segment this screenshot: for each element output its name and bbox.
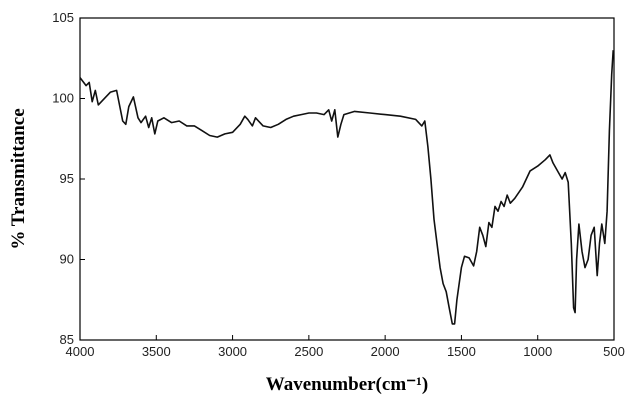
x-tick-label: 2000 bbox=[371, 344, 400, 359]
y-tick-label: 85 bbox=[60, 332, 74, 347]
x-axis-title: Wavenumber(cm⁻¹) bbox=[266, 374, 428, 395]
x-tick-label: 1500 bbox=[447, 344, 476, 359]
spectrum-line bbox=[79, 50, 614, 325]
x-tick-label: 3500 bbox=[142, 344, 171, 359]
x-tick-label: 2500 bbox=[294, 344, 323, 359]
y-tick-label: 105 bbox=[52, 10, 74, 25]
y-tick-label: 100 bbox=[52, 91, 74, 106]
x-tick-label: 4000 bbox=[66, 344, 95, 359]
y-tick-label: 90 bbox=[60, 252, 74, 267]
x-tick-label: 1000 bbox=[523, 344, 552, 359]
plot-frame bbox=[79, 17, 615, 341]
x-tick-label: 500 bbox=[603, 344, 625, 359]
x-tick-label: 3000 bbox=[218, 344, 247, 359]
y-axis-title: % Transmittance bbox=[8, 108, 29, 249]
y-tick-label: 95 bbox=[60, 171, 74, 186]
